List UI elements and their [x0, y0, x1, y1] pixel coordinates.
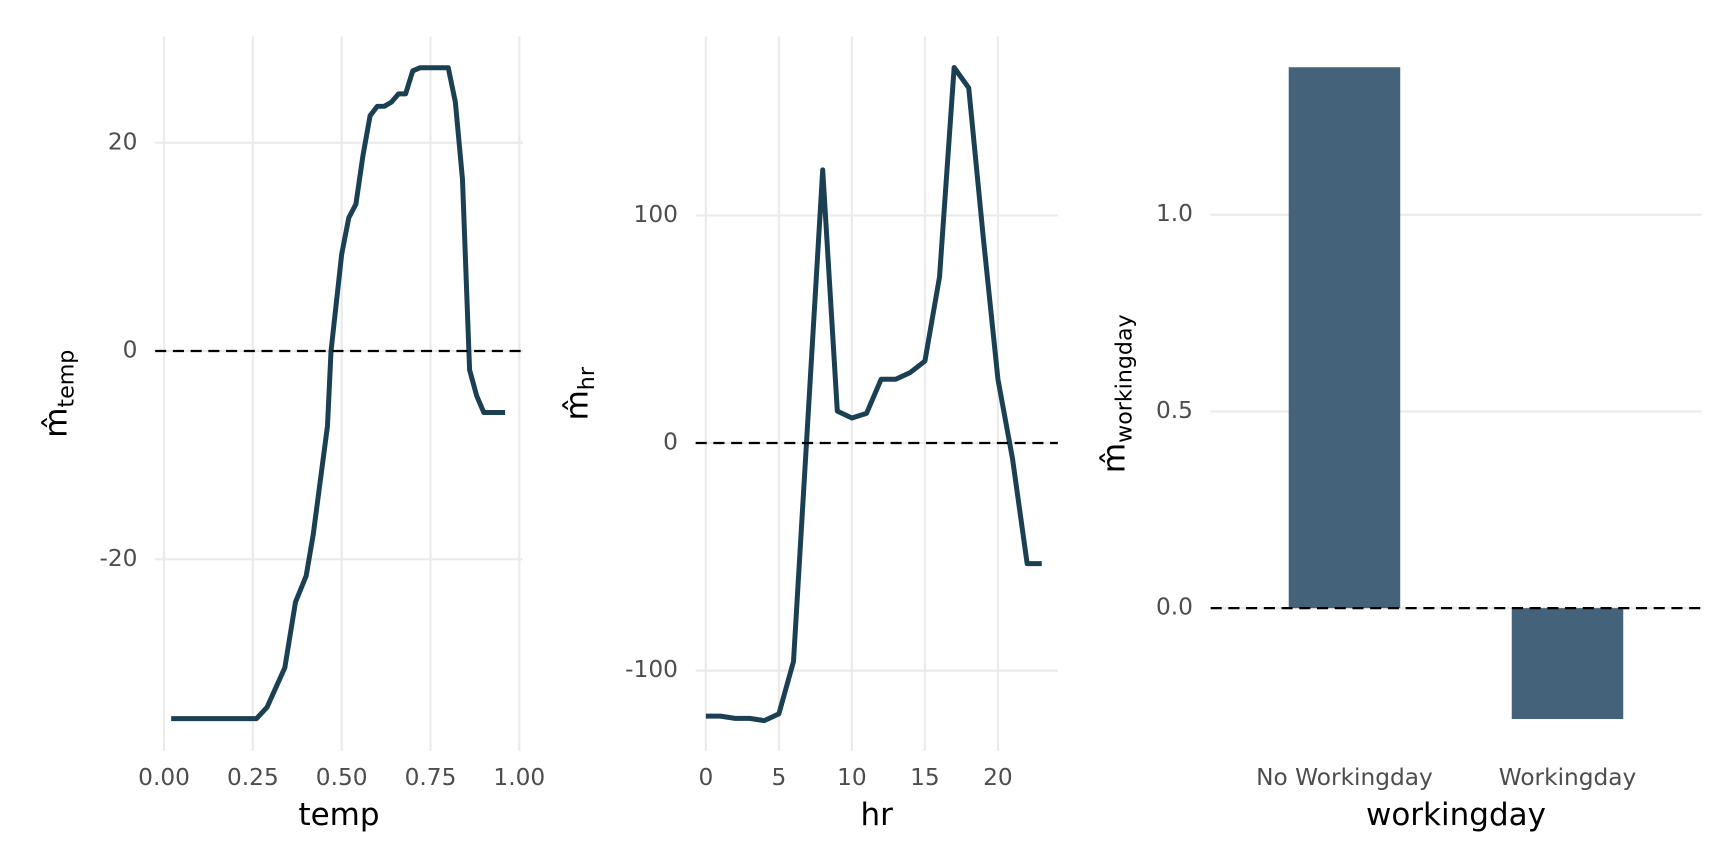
- x-tick-label: 0.25: [227, 764, 279, 791]
- x-axis-label: hr: [861, 797, 894, 833]
- y-tick-label: 0: [663, 429, 678, 456]
- bar: [1511, 608, 1624, 720]
- y-axis-symbol: m̂: [1096, 443, 1132, 473]
- x-tick-label: 0.00: [138, 764, 190, 791]
- y-tick-label: 0.5: [1156, 397, 1193, 424]
- x-tick-label: 10: [837, 764, 867, 791]
- y-axis-label: m̂temp: [38, 350, 79, 438]
- y-axis-symbol: m̂: [38, 408, 74, 438]
- y-axis-label: m̂hr: [559, 366, 600, 420]
- y-tick-label: 0.0: [1156, 594, 1193, 621]
- x-axis-label: workingday: [1366, 797, 1546, 833]
- x-tick-label: 20: [983, 764, 1013, 791]
- y-axis-subscript: hr: [574, 366, 600, 390]
- y-tick-label: 20: [108, 128, 138, 155]
- y-axis-symbol: m̂: [559, 390, 595, 420]
- y-axis-subscript: temp: [53, 350, 79, 408]
- x-tick-label: 15: [910, 764, 940, 791]
- line: [705, 65, 1042, 724]
- x-tick-label: 0: [698, 764, 713, 791]
- y-tick-label: -100: [625, 656, 678, 683]
- x-tick-label: No Workingday: [1256, 764, 1433, 791]
- y-axis-label: m̂workingday: [1096, 314, 1137, 473]
- bar: [1288, 67, 1401, 609]
- y-tick-label: 100: [634, 201, 678, 228]
- line: [171, 65, 506, 722]
- y-tick-label: 1.0: [1156, 200, 1193, 227]
- x-tick-label: 0.75: [405, 764, 457, 791]
- y-axis-subscript: workingday: [1111, 314, 1137, 443]
- y-tick-label: 0: [123, 337, 138, 364]
- x-tick-label: 1.00: [493, 764, 545, 791]
- x-tick-label: Workingday: [1499, 764, 1637, 791]
- x-tick-label: 5: [771, 764, 786, 791]
- x-axis-label: temp: [298, 797, 379, 833]
- y-tick-label: -20: [99, 545, 137, 572]
- x-tick-label: 0.50: [316, 764, 368, 791]
